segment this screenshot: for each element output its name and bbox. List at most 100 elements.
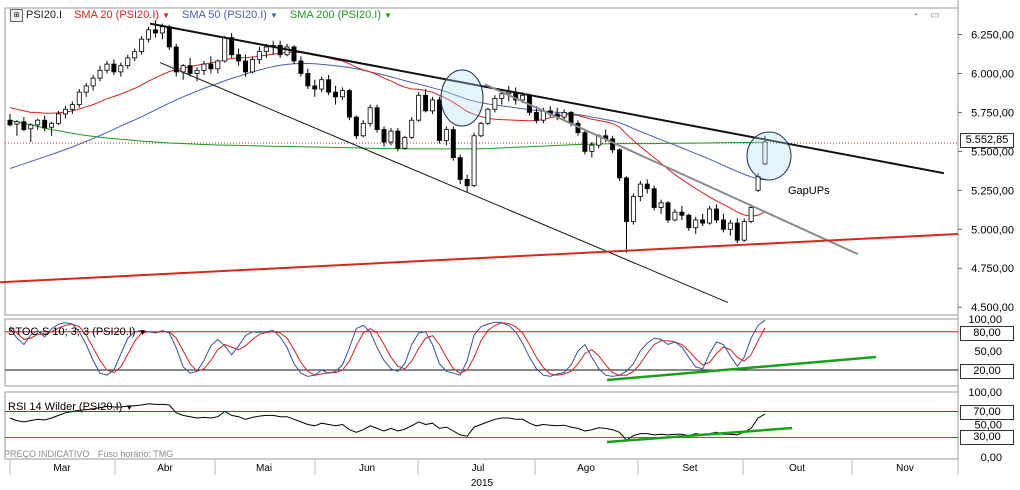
candle [637,183,643,197]
month-label: Mar [53,463,71,474]
candle [243,60,248,73]
candle [741,221,747,241]
candle [374,107,380,130]
clock-icon[interactable]: ◔ [911,10,919,21]
candle [748,207,754,222]
candle [69,104,75,110]
price-tick-label: 5.000,00 [971,224,1014,236]
candle [679,211,685,216]
candle [755,175,761,191]
grey-trendline [484,83,859,256]
candle [457,157,463,180]
month-label: Out [789,463,805,474]
candle [610,138,616,151]
support-trendline [0,232,959,284]
chart-window-icon[interactable]: ⊞ [10,9,23,22]
candle [623,177,629,222]
candle [568,112,574,124]
candle [520,94,526,101]
candle [118,65,124,73]
candle [35,119,41,126]
last-price-tag: 5.552,85 [960,133,1014,148]
candle [28,124,34,130]
rsi-level-70-tag: 70,00 [960,405,1014,420]
candle [430,99,436,112]
legend-sma50[interactable]: SMA 50 (PSI20.I) ▼ [181,9,278,21]
candle [222,37,228,62]
rsi-legend[interactable]: RSI 14 Wilder (PSI20.I) ▼ [8,401,134,413]
candle [436,99,442,141]
year-label: 2015 [471,478,494,489]
candle [582,132,588,152]
candle [665,202,671,221]
candle [360,122,366,137]
chart-footnote: PREÇO INDICATIVO Fuso horário: TMG [4,449,173,459]
candle [416,94,422,121]
candle [319,79,325,90]
candle [83,85,89,93]
candle [76,91,82,106]
candle [443,129,449,141]
candle [7,119,13,126]
candle [97,69,103,79]
candle [201,63,207,71]
candle [686,214,692,229]
month-label: Ago [577,463,595,474]
candle [339,90,345,98]
sma20-line [9,51,766,217]
sma200-line [9,119,765,150]
stochastic-legend[interactable]: STOC-S 10; 3; 3 (PSI20.I) ▼ [8,326,147,338]
candle [173,46,179,73]
candle [21,121,27,130]
candle [236,54,242,62]
legend-sma200[interactable]: SMA 200 (PSI20.I) ▼ [289,9,392,21]
candle [326,79,332,93]
indicative-price-note: PREÇO INDICATIVO [4,449,90,459]
candle [734,222,740,241]
candle [166,26,172,48]
candle [423,94,429,112]
candle [277,45,283,56]
candle [249,59,255,73]
highlight-circle [440,69,484,127]
candle [333,91,339,98]
legend-sma20[interactable]: SMA 20 (PSI20.I) ▼ [74,9,170,21]
candle [263,46,269,53]
resistance-trendline [149,22,945,175]
candle [305,73,311,87]
price-tick-label: 4.750,00 [971,263,1014,275]
candle [644,183,650,190]
candle [215,60,221,70]
candle [353,116,359,137]
candle [194,69,200,74]
candle [312,85,318,90]
price-tick-label: 6.250,00 [971,29,1014,41]
candle [499,93,505,99]
month-label: Set [682,463,697,474]
candle [388,130,394,143]
candle [464,179,470,187]
month-label: Jun [359,463,375,474]
candle [284,46,290,56]
candle [409,119,415,138]
candle [14,121,20,125]
restore-icon[interactable]: ▭ [930,10,940,21]
rsi-level-30-tag: 30,00 [960,430,1014,445]
stoch-level-80-tag: 80,00 [960,326,1014,341]
candle [533,112,539,121]
candle [651,188,657,208]
candle [762,141,768,165]
candle [478,122,484,137]
candle [381,129,387,143]
month-label: Abr [157,463,173,474]
rsi-panel [4,391,959,460]
rsi-axis-label: 100,00 [968,387,1002,399]
candle [62,108,68,115]
candle [159,26,165,34]
stoch-axis-label: 50,00 [974,346,1002,358]
stoch-level-20-tag: 20,00 [960,364,1014,379]
price-tick-label: 5.500,00 [971,146,1014,158]
candle [346,90,352,118]
candle [56,113,61,124]
